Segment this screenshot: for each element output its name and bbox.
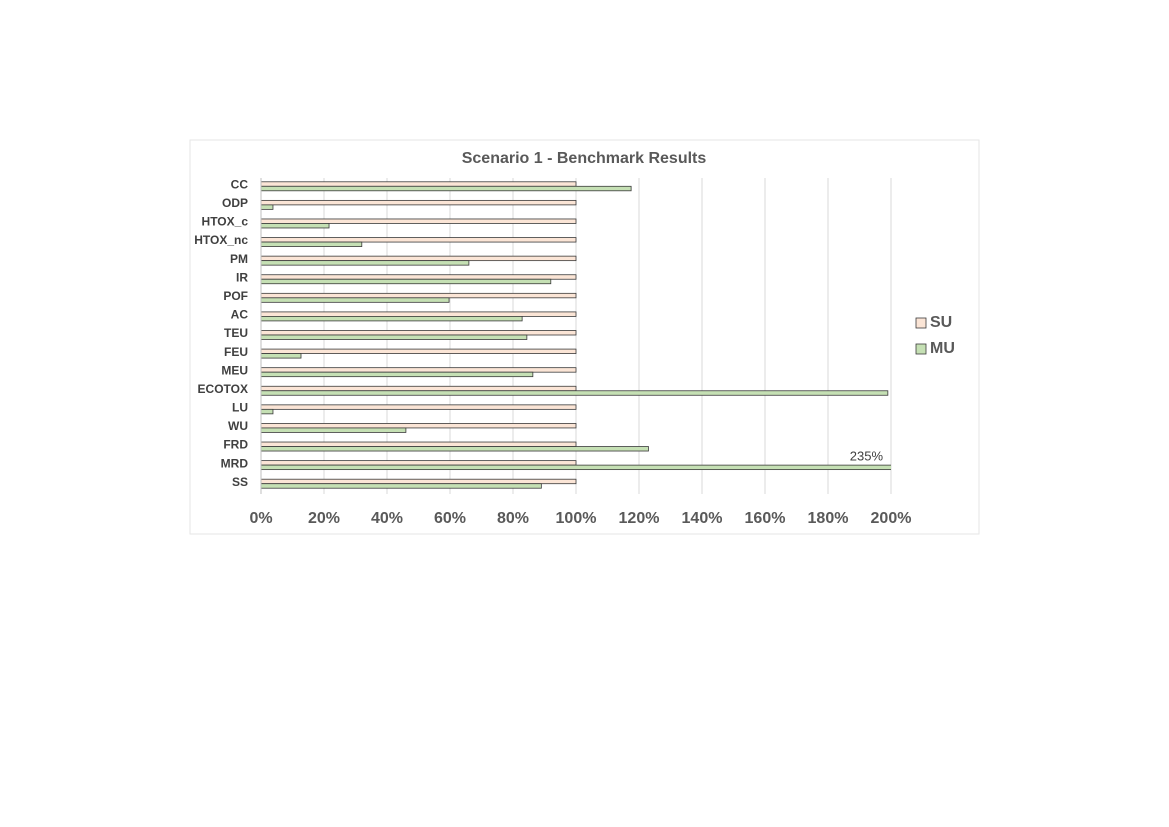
legend-swatch [915,343,927,355]
y-tick-label: HTOX_c [202,215,249,229]
x-tick-label: 180% [808,510,849,527]
x-tick-label: 200% [871,510,912,527]
y-tick-label: POF [223,289,248,303]
bar [261,353,302,359]
bar [261,404,577,410]
bar [261,297,450,303]
bar [261,478,577,485]
chart-title: Scenario 1 - Benchmark Results [462,150,707,167]
bar [261,408,274,415]
bar [261,441,577,447]
x-tick-label: 100% [556,510,597,527]
bar [261,237,577,243]
y-tick-label: TEU [224,326,248,340]
bar [261,385,577,392]
bar [261,199,577,206]
y-tick-label: MEU [221,363,248,377]
x-tick-label: 140% [682,510,723,527]
x-tick-label: 40% [371,510,403,527]
y-tick-label: HTOX_nc [194,233,248,247]
bar [261,241,363,247]
bar [261,181,577,187]
bar [261,483,542,489]
bar [261,348,577,354]
legend-label: MU [930,340,955,357]
x-tick-label: 0% [249,510,272,527]
bar [261,464,891,471]
y-tick-label: SS [232,475,248,489]
x-tick-label: 60% [434,510,466,527]
bar [261,255,577,262]
y-tick-label: MRD [221,456,249,470]
bar [261,334,528,340]
y-tick-label: FRD [223,438,248,452]
bar [261,260,470,266]
bar [261,204,274,210]
y-tick-label: WU [228,419,248,433]
bar [261,390,889,396]
y-tick-label: ECOTOX [198,382,248,396]
legend-swatch [915,317,927,329]
bar [261,274,577,280]
y-tick-label: PM [230,252,248,266]
bar [261,427,407,433]
bar [261,330,577,336]
bar [261,311,577,317]
bar [261,218,577,224]
bar [261,446,649,452]
bar [261,185,632,192]
bar [261,371,534,378]
y-tick-label: FEU [224,345,248,359]
x-tick-label: 160% [745,510,786,527]
bar [261,316,523,322]
legend-label: SU [930,314,952,331]
bar [261,460,577,466]
data-label: 235% [850,449,884,464]
bar [261,423,577,429]
bar [261,292,577,299]
x-tick-label: 80% [497,510,529,527]
y-tick-label: LU [232,401,248,415]
y-tick-label: IR [236,270,248,284]
bar [261,278,552,285]
bar [261,223,330,229]
y-tick-label: AC [231,308,249,322]
x-tick-label: 120% [619,510,660,527]
y-tick-label: CC [231,177,249,191]
x-tick-label: 20% [308,510,340,527]
y-tick-label: ODP [222,196,248,210]
bar [261,367,577,373]
